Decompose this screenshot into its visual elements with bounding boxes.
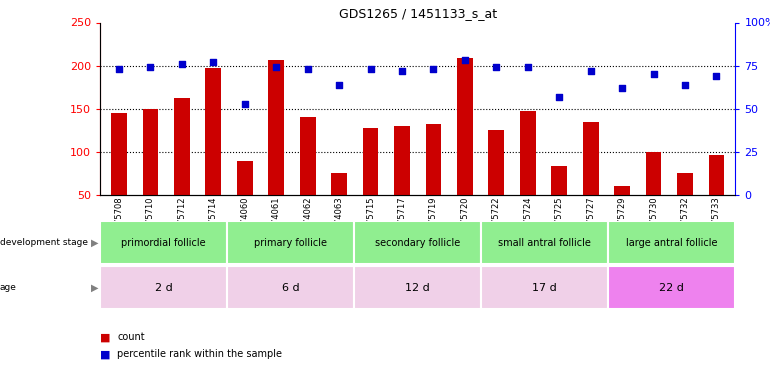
Bar (608, 266, 735, 309)
Point (207, 59, 219, 65)
Point (333, 82, 345, 88)
Bar (646, 152, 661, 238)
Bar (174, 98, 189, 238)
Bar (363, 128, 378, 238)
Bar (481, 266, 608, 309)
Text: 2 d: 2 d (155, 283, 172, 293)
Point (239, 100, 251, 106)
Bar (111, 113, 127, 238)
Bar (237, 160, 253, 238)
Bar (551, 166, 567, 238)
Bar (708, 155, 725, 238)
Text: percentile rank within the sample: percentile rank within the sample (117, 350, 282, 359)
Point (364, 66, 377, 72)
Text: count: count (117, 333, 145, 342)
Text: ■: ■ (100, 350, 111, 359)
Text: development stage: development stage (0, 238, 88, 248)
Text: 6 d: 6 d (282, 283, 300, 293)
Bar (354, 221, 481, 264)
Text: 17 d: 17 d (532, 283, 557, 293)
Point (176, 61, 188, 67)
Bar (583, 122, 598, 238)
Point (270, 64, 283, 70)
Text: primary follicle: primary follicle (254, 238, 327, 248)
Point (302, 66, 314, 72)
Text: small antral follicle: small antral follicle (498, 238, 591, 248)
Bar (100, 266, 227, 309)
Bar (206, 68, 221, 238)
Bar (488, 130, 504, 238)
Bar (677, 173, 693, 238)
Bar (481, 221, 608, 264)
Text: ■: ■ (100, 333, 111, 342)
Text: secondary follicle: secondary follicle (375, 238, 460, 248)
Point (710, 73, 722, 79)
Point (616, 85, 628, 91)
Bar (300, 117, 316, 238)
Point (144, 64, 156, 70)
Point (584, 68, 597, 74)
Point (459, 57, 471, 63)
Point (521, 64, 534, 70)
Point (396, 68, 408, 74)
Bar (394, 126, 410, 238)
Bar (227, 266, 354, 309)
Point (553, 94, 565, 100)
Bar (426, 124, 441, 238)
Bar (269, 60, 284, 238)
Text: age: age (0, 284, 17, 292)
Bar (457, 58, 473, 238)
Title: GDS1265 / 1451133_s_at: GDS1265 / 1451133_s_at (339, 7, 497, 20)
Point (113, 66, 126, 72)
Point (490, 64, 503, 70)
Text: large antral follicle: large antral follicle (626, 238, 718, 248)
Point (679, 82, 691, 88)
Bar (227, 221, 354, 264)
Text: ▶: ▶ (91, 283, 99, 293)
Text: 12 d: 12 d (405, 283, 430, 293)
Bar (608, 221, 735, 264)
Point (427, 66, 440, 72)
Point (648, 71, 660, 77)
Bar (614, 186, 630, 238)
Bar (100, 221, 227, 264)
Bar (142, 109, 159, 238)
Bar (354, 266, 481, 309)
Text: 22 d: 22 d (659, 283, 685, 293)
Bar (331, 173, 347, 238)
Bar (520, 111, 536, 238)
Text: primordial follicle: primordial follicle (122, 238, 206, 248)
Text: ▶: ▶ (91, 238, 99, 248)
